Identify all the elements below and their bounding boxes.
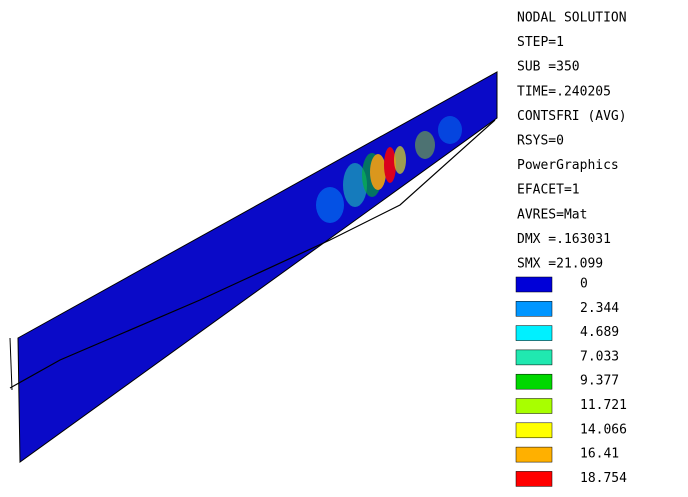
legend-swatch <box>516 277 552 292</box>
info-line: TIME=.240205 <box>517 84 611 99</box>
legend-swatch <box>516 301 552 316</box>
legend-label: 7.033 <box>580 349 619 364</box>
beam-edge <box>10 338 12 390</box>
legend-label: 2.344 <box>580 301 619 316</box>
info-line: STEP=1 <box>517 35 564 50</box>
page: NODAL SOLUTION STEP=1 SUB =350 TIME=.240205… <box>0 0 688 497</box>
legend-label: 0 <box>580 277 588 292</box>
legend-label: 18.754 <box>580 471 627 486</box>
info-line: SUB =350 <box>517 60 580 75</box>
legend-swatch <box>516 399 552 414</box>
info-line: SMX =21.099 <box>517 257 603 272</box>
info-line: CONTSFRI (AVG) <box>517 109 627 124</box>
legend-swatch <box>516 350 552 365</box>
legend-swatch <box>516 326 552 341</box>
info-line: EFACET=1 <box>517 183 580 198</box>
info-line: AVRES=Mat <box>517 207 587 222</box>
legend-label: 16.41 <box>580 447 619 462</box>
legend-label: 9.377 <box>580 374 619 389</box>
legend-label: 14.066 <box>580 422 627 437</box>
legend-swatch <box>516 423 552 438</box>
beam <box>18 72 497 462</box>
info-line: DMX =.163031 <box>517 232 611 247</box>
legend-label: 11.721 <box>580 398 627 413</box>
info-line: NODAL SOLUTION <box>517 11 627 26</box>
info-line: PowerGraphics <box>517 158 619 173</box>
beam-model <box>10 72 497 462</box>
legend-swatch <box>516 447 552 462</box>
result-view: NODAL SOLUTION STEP=1 SUB =350 TIME=.240205… <box>0 0 688 497</box>
info-line: RSYS=0 <box>517 134 564 149</box>
legend-swatch <box>516 374 552 389</box>
legend-label: 4.689 <box>580 325 619 340</box>
legend-swatch <box>516 471 552 486</box>
